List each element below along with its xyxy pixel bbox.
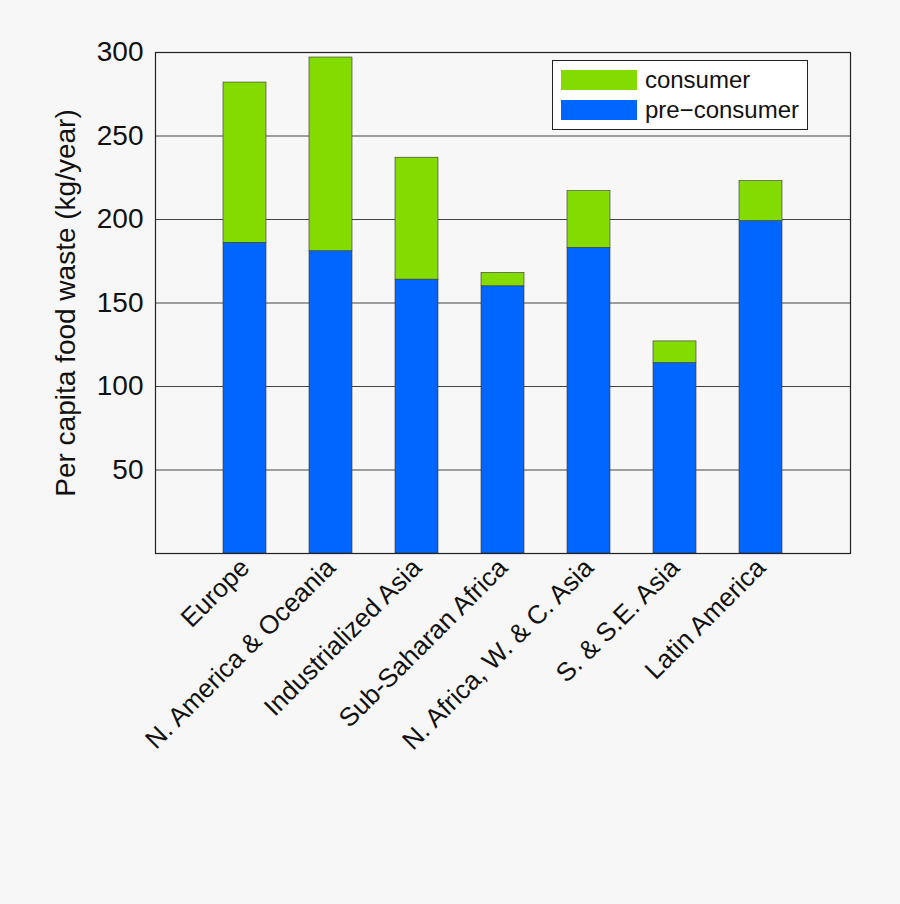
svg-text:Sub-Saharan Africa: Sub-Saharan Africa: [332, 552, 513, 733]
svg-text:100: 100: [97, 370, 144, 401]
svg-text:N. Africa, W. & C. Asia: N. Africa, W. & C. Asia: [396, 552, 600, 756]
html-text:pre−consumer: pre−consumer: [644, 96, 799, 123]
html-text:consumer: consumer: [644, 66, 751, 93]
svg-text:N. America & Oceania: N. America & Oceania: [139, 552, 342, 755]
svg-text:50: 50: [112, 454, 143, 485]
svg-text:Industrialized Asia: Industrialized Asia: [258, 552, 428, 722]
svg-text:200: 200: [97, 203, 144, 234]
svg-text:250: 250: [97, 120, 144, 151]
svg-text:300: 300: [97, 36, 144, 67]
svg-text:Europe: Europe: [175, 552, 255, 632]
svg-text:Per capita food waste (kg/year: Per capita food waste (kg/year): [50, 109, 81, 497]
svg-text:S. & S.E. Asia: S. & S.E. Asia: [549, 552, 686, 689]
svg-text:150: 150: [97, 287, 144, 318]
svg-text:Latin America: Latin America: [639, 552, 772, 685]
